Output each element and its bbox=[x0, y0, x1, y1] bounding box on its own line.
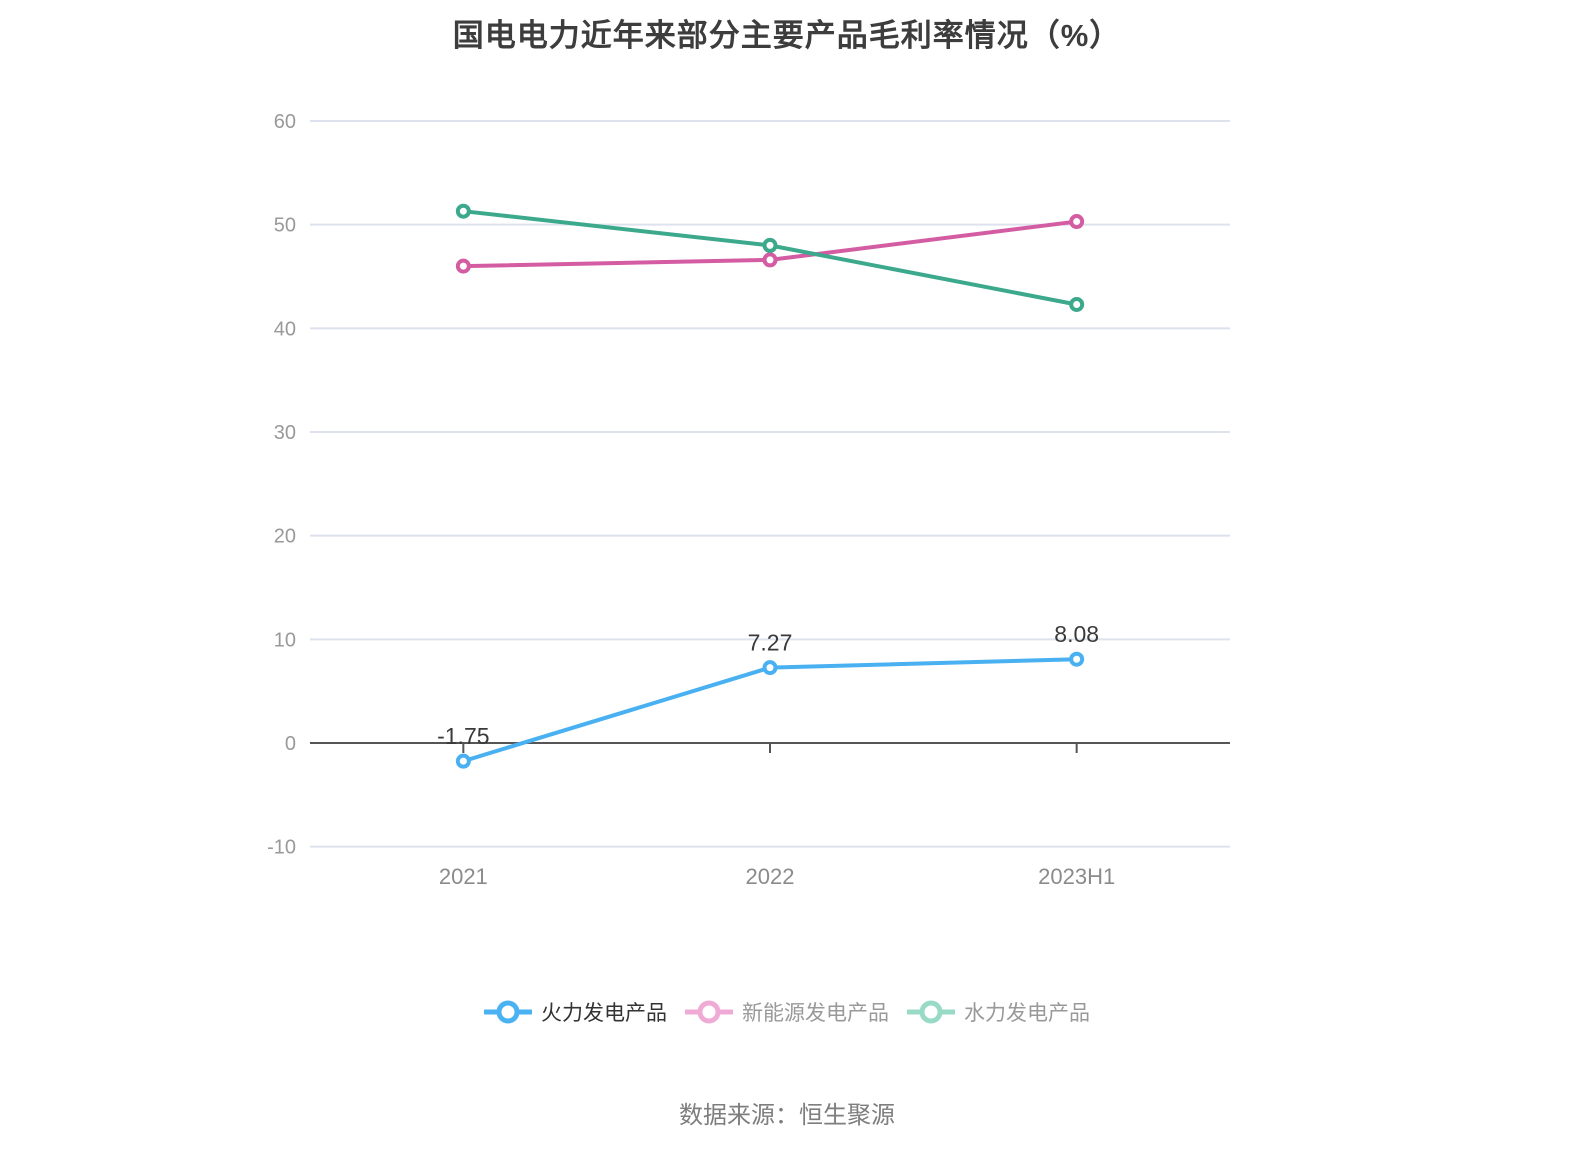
data-point[interactable] bbox=[455, 203, 471, 219]
y-axis-tick-label: 20 bbox=[274, 526, 296, 548]
x-axis-tick-label: 2023H1 bbox=[1038, 864, 1115, 889]
chart-legend: 火力发电产品 新能源发电产品 水力发电产品 bbox=[0, 990, 1574, 1034]
data-point[interactable] bbox=[762, 237, 778, 253]
legend-label: 火力发电产品 bbox=[541, 1002, 667, 1025]
data-source-caption: 数据来源：恒生聚源 bbox=[679, 1102, 895, 1129]
y-axis-tick-label: 40 bbox=[274, 318, 296, 340]
line-chart-canvas: 60 50 40 30 20 10 0 -10 2021 2022 2023H1 -1.75 7.27 8… bbox=[267, 111, 1230, 889]
legend-line-marker-icon bbox=[685, 1000, 733, 1024]
legend-label: 新能源发电产品 bbox=[742, 1002, 889, 1025]
y-axis-tick-label: 10 bbox=[274, 629, 296, 651]
x-axis-tick-label: 2021 bbox=[439, 864, 488, 889]
data-point[interactable] bbox=[1069, 214, 1085, 230]
x-axis-tick-label: 2022 bbox=[746, 864, 795, 889]
data-point[interactable] bbox=[1069, 296, 1085, 312]
y-axis-tick-label: 60 bbox=[274, 111, 296, 133]
data-point[interactable] bbox=[762, 660, 778, 676]
legend-item-火力发电产品[interactable]: 火力发电产品 bbox=[484, 997, 667, 1027]
legend-item-新能源发电产品[interactable]: 新能源发电产品 bbox=[685, 997, 889, 1027]
data-point-label: 7.27 bbox=[748, 630, 793, 656]
legend-line-marker-icon bbox=[484, 1000, 532, 1024]
data-point[interactable] bbox=[455, 753, 471, 769]
chart-title: 国电电力近年来部分主要产品毛利率情况（%） bbox=[452, 18, 1122, 53]
legend-label: 水力发电产品 bbox=[964, 1002, 1090, 1025]
data-point[interactable] bbox=[455, 258, 471, 274]
data-point[interactable] bbox=[1069, 651, 1085, 667]
y-axis-tick-label: 0 bbox=[285, 733, 296, 755]
y-axis-tick-label: 30 bbox=[274, 422, 296, 444]
legend-line-marker-icon bbox=[907, 1000, 955, 1024]
data-point-label: -1.75 bbox=[437, 723, 489, 749]
y-axis-tick-label: 50 bbox=[274, 215, 296, 237]
y-axis-tick-label: -10 bbox=[267, 837, 296, 859]
data-point-label: 8.08 bbox=[1054, 621, 1099, 647]
legend-item-水力发电产品[interactable]: 水力发电产品 bbox=[907, 997, 1090, 1027]
data-point[interactable] bbox=[762, 252, 778, 268]
